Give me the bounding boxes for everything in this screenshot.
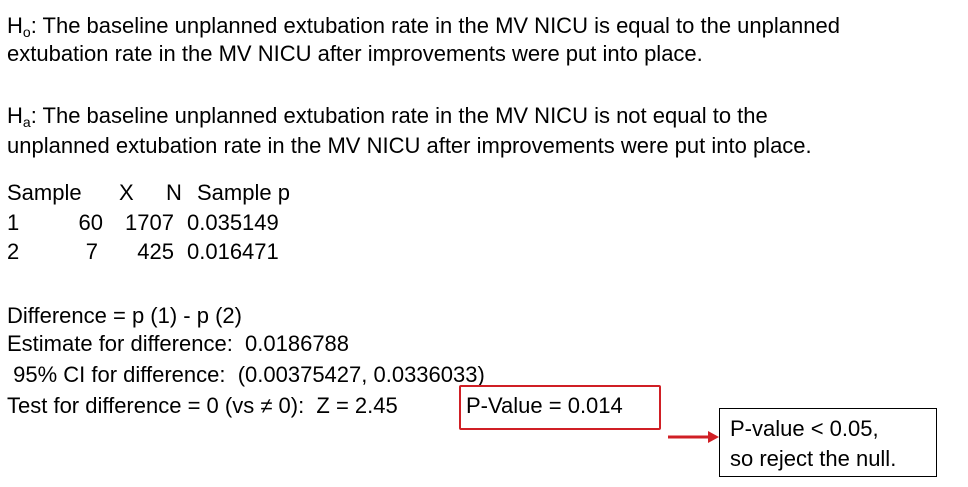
test-line: Test for difference = 0 (vs ≠ 0): Z = 2.…	[7, 393, 398, 418]
h0-text: : The baseline unplanned extubation rate…	[30, 13, 840, 38]
row1-sample: 1	[7, 210, 20, 235]
arrow-icon	[668, 431, 719, 443]
ha-symbol: H	[7, 103, 23, 128]
row2-n: 425	[137, 239, 174, 264]
h0-symbol: H	[7, 13, 23, 38]
ha-text: : The baseline unplanned extubation rate…	[30, 103, 768, 128]
conclusion-callout: P-value < 0.05, so reject the null.	[719, 408, 937, 477]
header-n: N	[166, 180, 182, 205]
header-sample-p: Sample p	[197, 180, 290, 205]
estimate-line: Estimate for difference: 0.0186788	[7, 331, 350, 356]
row1-p: 0.035149	[187, 210, 279, 235]
header-sample: Sample	[7, 180, 82, 205]
h0-sub: o	[22, 24, 31, 40]
callout-line2: so reject the null.	[730, 446, 897, 471]
p-value-highlight-box	[459, 385, 661, 430]
row2-x: 7	[85, 239, 98, 264]
alt-hypothesis-line2: unplanned extubation rate in the MV NICU…	[7, 133, 812, 158]
header-x: X	[119, 180, 134, 205]
null-hypothesis-line2: extubation rate in the MV NICU after imp…	[7, 41, 703, 66]
null-hypothesis-line1: Ho: The baseline unplanned extubation ra…	[7, 13, 840, 39]
alt-hypothesis-line1: Ha: The baseline unplanned extubation ra…	[7, 103, 768, 129]
callout-line1: P-value < 0.05,	[730, 416, 879, 441]
row2-p: 0.016471	[187, 239, 279, 264]
row2-sample: 2	[7, 239, 20, 264]
row1-n: 1707	[125, 210, 174, 235]
row1-x: 60	[78, 210, 103, 235]
ci-line: 95% CI for difference: (0.00375427, 0.03…	[7, 362, 485, 387]
difference-line: Difference = p (1) - p (2)	[7, 303, 242, 328]
ha-sub: a	[22, 114, 31, 130]
p-value: P-Value = 0.014	[466, 393, 623, 418]
